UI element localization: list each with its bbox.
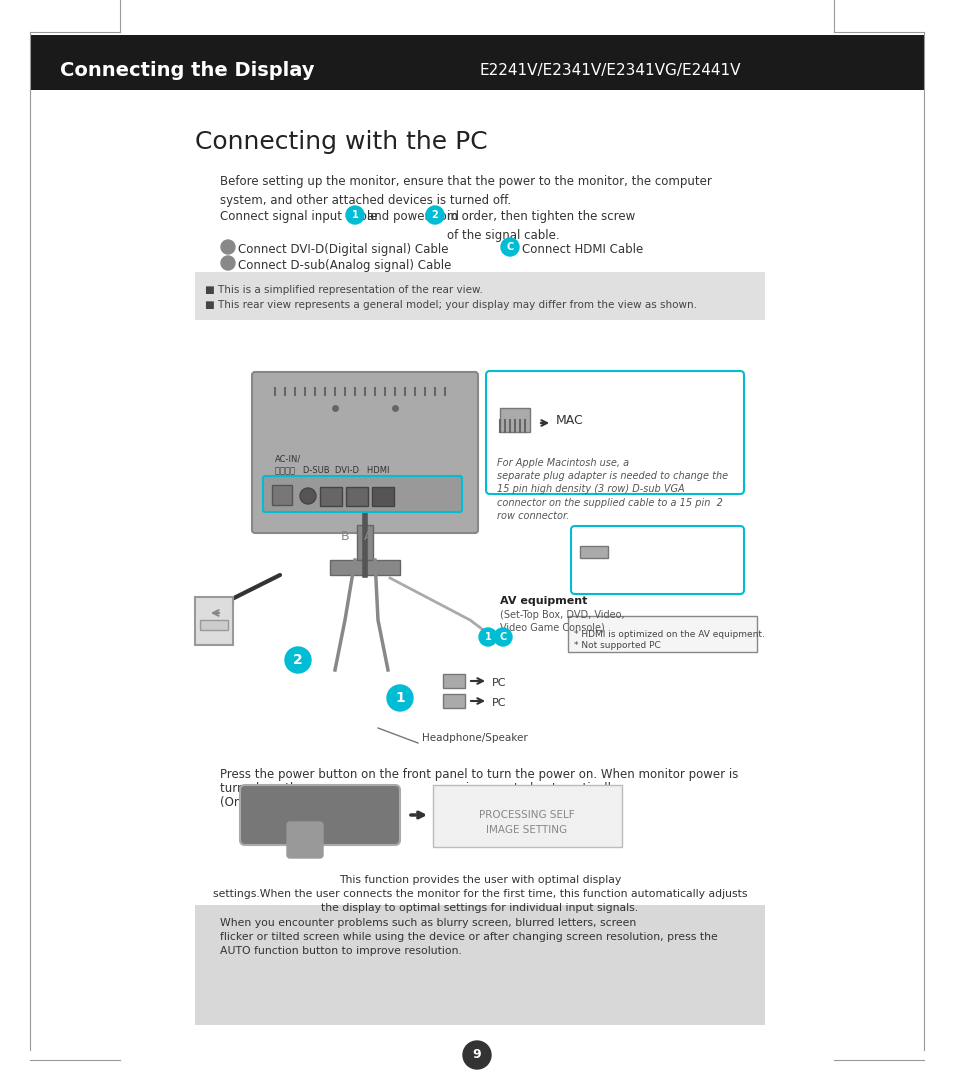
Text: PROCESSING SELF: PROCESSING SELF <box>478 810 575 820</box>
FancyBboxPatch shape <box>30 35 923 90</box>
Text: in order, then tighten the screw
of the signal cable.: in order, then tighten the screw of the … <box>447 210 635 242</box>
Bar <box>200 620 228 630</box>
Text: This function provides the user with optimal display
settings.When the user conn: This function provides the user with opt… <box>213 875 746 913</box>
Text: 9: 9 <box>472 1049 481 1062</box>
Bar <box>442 674 464 688</box>
Text: 1: 1 <box>484 632 491 642</box>
Bar <box>330 560 399 575</box>
Bar <box>579 546 607 558</box>
Bar <box>372 487 394 506</box>
Text: E2241V/E2341V/E2341VG/E2441V: E2241V/E2341V/E2341VG/E2441V <box>479 63 740 78</box>
FancyBboxPatch shape <box>571 525 743 595</box>
FancyBboxPatch shape <box>287 822 323 858</box>
Text: Press the power button on the front panel to turn the power on. When monitor pow: Press the power button on the front pane… <box>220 768 738 781</box>
Text: ■ This is a simplified representation of the rear view.: ■ This is a simplified representation of… <box>205 285 482 295</box>
Text: * HDMI is optimized on the AV equipment.: * HDMI is optimized on the AV equipment. <box>574 630 764 639</box>
Text: For Apple Macintosh use, a
separate plug adapter is needed to change the
15 pin : For Apple Macintosh use, a separate plug… <box>497 457 727 521</box>
Text: * Not supported PC: * Not supported PC <box>574 641 660 650</box>
Circle shape <box>462 1041 491 1069</box>
Bar <box>272 484 292 505</box>
Circle shape <box>299 488 315 504</box>
Text: Before setting up the monitor, ensure that the power to the monitor, the compute: Before setting up the monitor, ensure th… <box>220 175 711 207</box>
Text: AV equipment: AV equipment <box>499 596 587 606</box>
Text: 2: 2 <box>431 210 438 220</box>
Text: A: A <box>363 531 372 544</box>
Bar <box>194 597 233 645</box>
FancyBboxPatch shape <box>240 786 399 845</box>
Text: B: B <box>340 531 349 544</box>
Text: Headphone/Speaker: Headphone/Speaker <box>421 733 527 743</box>
FancyBboxPatch shape <box>194 905 764 1025</box>
Text: (Set-Top Box, DVD, Video,
Video Game Console): (Set-Top Box, DVD, Video, Video Game Con… <box>499 610 624 632</box>
Text: Connecting with the PC: Connecting with the PC <box>194 129 487 154</box>
Text: 1: 1 <box>395 691 404 705</box>
Text: turned on, the                                           is executed automatical: turned on, the is executed automatical <box>220 782 619 795</box>
FancyBboxPatch shape <box>567 616 757 652</box>
Text: When you encounter problems such as blurry screen, blurred letters, screen
flick: When you encounter problems such as blur… <box>220 918 717 956</box>
Bar <box>499 408 530 432</box>
FancyBboxPatch shape <box>433 786 621 847</box>
Text: C: C <box>498 632 506 642</box>
Text: C: C <box>506 242 513 252</box>
Circle shape <box>426 206 443 224</box>
FancyBboxPatch shape <box>194 272 764 320</box>
Circle shape <box>285 647 311 673</box>
Text: 2: 2 <box>293 653 302 667</box>
FancyBboxPatch shape <box>263 476 461 513</box>
Text: and power cord: and power cord <box>367 210 458 223</box>
FancyBboxPatch shape <box>252 372 477 533</box>
Circle shape <box>494 628 512 646</box>
Bar <box>319 487 341 506</box>
Text: Connecting the Display: Connecting the Display <box>60 60 314 80</box>
Bar <box>346 487 368 506</box>
Text: AC-IN/
电源输入   D-SUB  DVI-D   HDMI: AC-IN/ 电源输入 D-SUB DVI-D HDMI <box>274 455 389 475</box>
FancyBboxPatch shape <box>485 371 743 494</box>
Circle shape <box>478 628 497 646</box>
Circle shape <box>346 206 364 224</box>
Text: Connect DVI-D(Digital signal) Cable: Connect DVI-D(Digital signal) Cable <box>237 243 448 256</box>
Text: ■ This rear view represents a general model; your display may differ from the vi: ■ This rear view represents a general mo… <box>205 300 697 310</box>
Text: Connect signal input cable: Connect signal input cable <box>220 210 377 223</box>
Text: 1: 1 <box>352 210 358 220</box>
Text: IMAGE SETTING: IMAGE SETTING <box>486 825 567 835</box>
Bar <box>442 694 464 708</box>
Text: Connect HDMI Cable: Connect HDMI Cable <box>521 243 642 256</box>
Bar <box>356 525 373 560</box>
Circle shape <box>221 240 234 254</box>
Text: PC: PC <box>492 698 506 708</box>
Circle shape <box>387 685 413 711</box>
Circle shape <box>221 256 234 270</box>
Circle shape <box>500 238 518 256</box>
Text: (Only Analog Mode): (Only Analog Mode) <box>220 796 336 809</box>
Text: Connect D-sub(Analog signal) Cable: Connect D-sub(Analog signal) Cable <box>237 259 451 272</box>
Text: PC: PC <box>492 678 506 688</box>
Text: MAC: MAC <box>556 414 583 427</box>
